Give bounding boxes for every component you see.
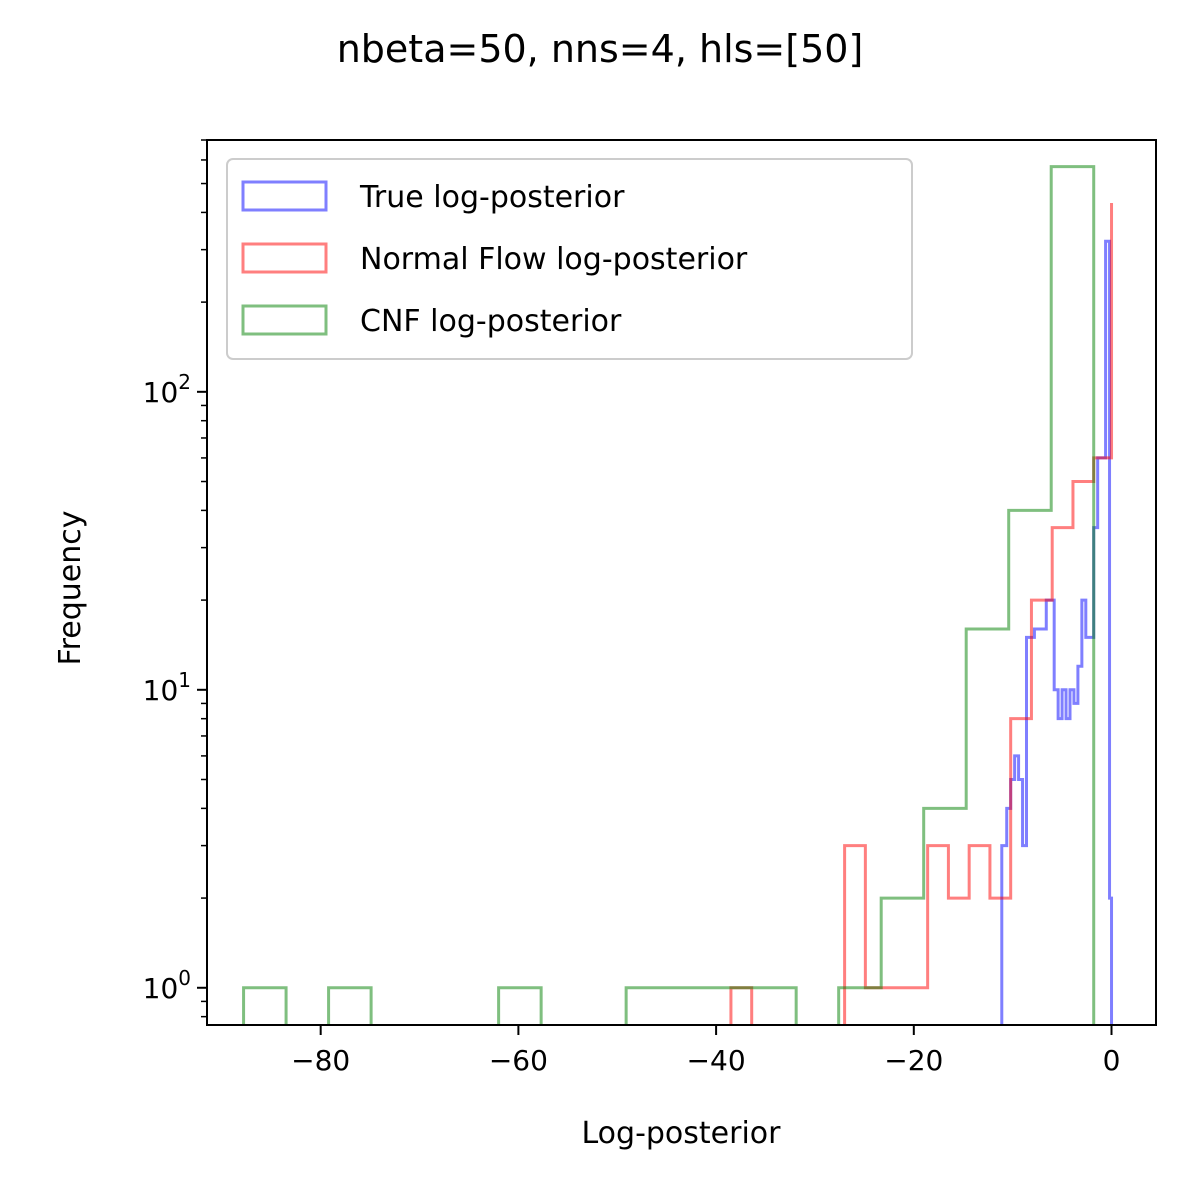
chart-title: nbeta=50, nns=4, hls=[50] — [337, 27, 864, 71]
x-tick-label: −40 — [687, 1044, 746, 1077]
x-tick-label: −20 — [884, 1044, 943, 1077]
x-tick-label: 0 — [1103, 1044, 1121, 1077]
series-layer — [242, 165, 1114, 1025]
legend-label-1: True log-posterior — [359, 180, 625, 215]
legend-label-3: CNF log-posterior — [360, 304, 622, 339]
legend: True log-posterior Normal Flow log-poster… — [226, 158, 913, 360]
x-axis-label: Log-posterior — [581, 1116, 781, 1151]
x-tick-label: −80 — [291, 1044, 350, 1077]
y-tick-label: 100 — [143, 966, 191, 1005]
legend-swatch-2 — [241, 242, 328, 274]
plot-frame — [206, 139, 1157, 1026]
legend-frame — [226, 158, 913, 360]
legend-label-2: Normal Flow log-posterior — [360, 242, 748, 277]
series-2-histogram — [729, 203, 1114, 1025]
y-axis-label: Frequency — [53, 511, 88, 666]
legend-swatch-1 — [241, 180, 328, 212]
y-tick-label: 101 — [143, 668, 191, 707]
legend-swatch-3 — [241, 304, 328, 336]
x-axis: −80 −60 −40 −20 0 — [291, 1025, 1120, 1077]
series-3-histogram — [242, 165, 1096, 1025]
y-axis: 100 101 102 — [143, 139, 207, 1018]
x-tick-label: −60 — [489, 1044, 548, 1077]
series-1-histogram — [1000, 239, 1114, 1025]
y-tick-label: 102 — [143, 370, 191, 409]
